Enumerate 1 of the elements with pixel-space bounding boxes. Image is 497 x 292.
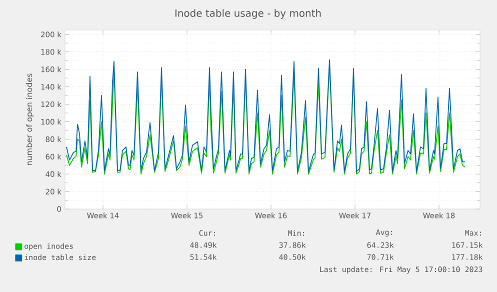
chart-title: Inode table usage - by month bbox=[175, 9, 321, 19]
